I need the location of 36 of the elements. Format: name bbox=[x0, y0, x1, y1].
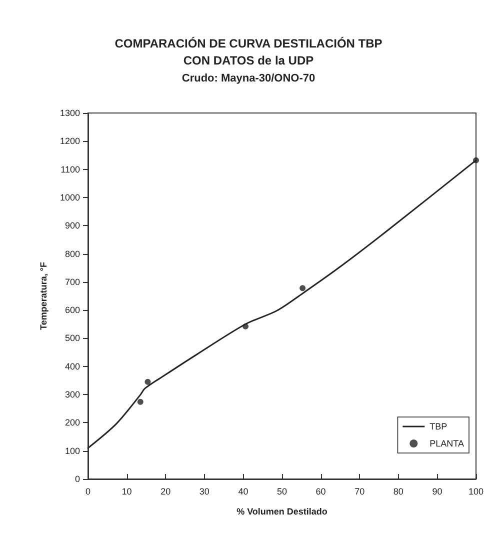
chart-subtitle: Crudo: Mayna-30/ONO-70 bbox=[182, 72, 316, 84]
y-tick-label: 500 bbox=[64, 333, 80, 344]
y-axis-title: Temperatura, °F bbox=[38, 262, 48, 330]
x-tick-label: 90 bbox=[432, 486, 442, 496]
y-tick-label: 1000 bbox=[60, 192, 80, 202]
x-tick-label: 60 bbox=[316, 486, 326, 496]
x-tick-label: 20 bbox=[160, 486, 171, 496]
y-tick-label: 700 bbox=[64, 276, 80, 287]
x-tick-label: 100 bbox=[468, 486, 484, 496]
y-tick-label: 600 bbox=[64, 305, 80, 316]
point bbox=[300, 285, 306, 292]
y-tick-label: 200 bbox=[64, 418, 80, 428]
point bbox=[473, 157, 479, 164]
y-tick-label: 800 bbox=[64, 248, 80, 259]
y-tick-label: 1300 bbox=[60, 108, 80, 118]
x-axis-title: % Volumen Destilado bbox=[236, 506, 328, 516]
point bbox=[144, 378, 151, 385]
point bbox=[242, 323, 249, 330]
x-tick-label: 0 bbox=[85, 486, 91, 496]
y-tick-label: 300 bbox=[64, 390, 80, 400]
x-tick-label: 70 bbox=[354, 486, 365, 496]
legend-label: PLANTA bbox=[430, 438, 464, 448]
y-tick-label: 1200 bbox=[60, 136, 80, 146]
x-tick-label: 80 bbox=[393, 486, 404, 496]
y-tick-label: 0 bbox=[74, 474, 80, 484]
y-tick-label: 900 bbox=[64, 220, 80, 231]
x-tick-label: 40 bbox=[238, 486, 248, 496]
x-tick-label: 10 bbox=[122, 486, 132, 496]
y-tick-label: 100 bbox=[64, 446, 80, 456]
y-tick-label: 1100 bbox=[60, 164, 80, 174]
x-tick-label: 30 bbox=[199, 486, 210, 496]
point bbox=[137, 398, 144, 405]
legend-label: TBP bbox=[430, 422, 448, 432]
y-tick-label: 400 bbox=[64, 361, 80, 372]
chart-title: COMPARACIÓN DE CURVA DESTILACIÓN TBP CON DATOS de la UDP bbox=[114, 36, 382, 68]
x-tick-label: 50 bbox=[276, 486, 288, 496]
